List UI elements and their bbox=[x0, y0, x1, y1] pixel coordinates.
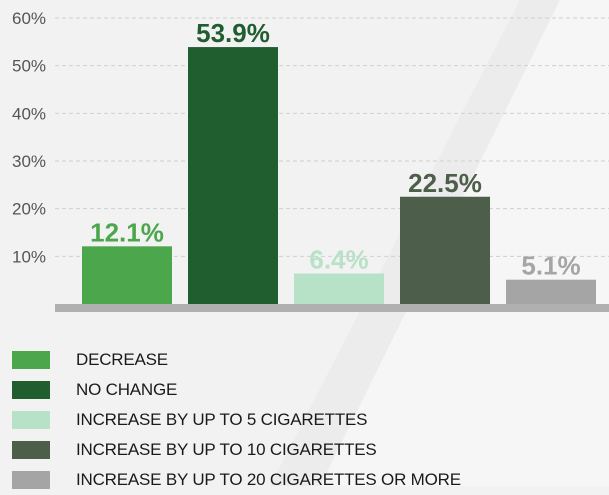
legend-item: INCREASE BY UP TO 10 CIGARETTES bbox=[12, 435, 461, 465]
bar bbox=[82, 246, 172, 304]
data-label: 22.5% bbox=[408, 168, 482, 198]
legend-item: INCREASE BY UP TO 5 CIGARETTES bbox=[12, 405, 461, 435]
legend-item: NO CHANGE bbox=[12, 375, 461, 405]
y-tick-label: 40% bbox=[12, 104, 46, 123]
bars bbox=[82, 47, 596, 305]
legend-item: DECREASE bbox=[12, 345, 461, 375]
legend-label: INCREASE BY UP TO 20 CIGARETTES OR MORE bbox=[76, 470, 461, 489]
y-tick-label: 30% bbox=[12, 152, 46, 171]
legend-item: INCREASE BY UP TO 20 CIGARETTES OR MORE bbox=[12, 465, 461, 495]
data-label: 5.1% bbox=[521, 251, 580, 281]
legend-swatch bbox=[12, 351, 50, 369]
y-tick-label: 20% bbox=[12, 200, 46, 219]
legend-swatch bbox=[12, 381, 50, 399]
y-tick-label: 60% bbox=[12, 9, 46, 28]
legend-label: DECREASE bbox=[76, 350, 168, 369]
data-labels: 12.1% 53.9% 6.4% 22.5% 5.1% bbox=[90, 18, 581, 281]
legend-label: INCREASE BY UP TO 5 CIGARETTES bbox=[76, 410, 368, 429]
bar bbox=[294, 273, 384, 304]
bar bbox=[188, 47, 278, 305]
legend-label: INCREASE BY UP TO 10 CIGARETTES bbox=[76, 440, 377, 459]
bar bbox=[506, 279, 596, 304]
x-axis-baseline bbox=[55, 304, 609, 312]
bar bbox=[400, 196, 490, 304]
gridlines bbox=[55, 17, 609, 257]
data-label: 6.4% bbox=[309, 244, 368, 274]
legend-label: NO CHANGE bbox=[76, 380, 178, 399]
legend-swatch bbox=[12, 411, 50, 429]
legend-swatch bbox=[12, 471, 50, 489]
y-tick-label: 50% bbox=[12, 57, 46, 76]
bar-chart: 10% 20% 30% 40% 50% 60% 12.1% 53.9% 6.4% 22.5% 5.… bbox=[12, 9, 609, 312]
y-tick-label: 10% bbox=[12, 247, 46, 266]
data-label: 12.1% bbox=[90, 217, 164, 247]
legend: DECREASE NO CHANGE INCREASE BY UP TO 5 CIG… bbox=[12, 345, 461, 495]
y-axis-tick-labels: 10% 20% 30% 40% 50% 60% bbox=[12, 9, 46, 266]
legend-swatch bbox=[12, 441, 50, 459]
data-label: 53.9% bbox=[196, 18, 270, 48]
